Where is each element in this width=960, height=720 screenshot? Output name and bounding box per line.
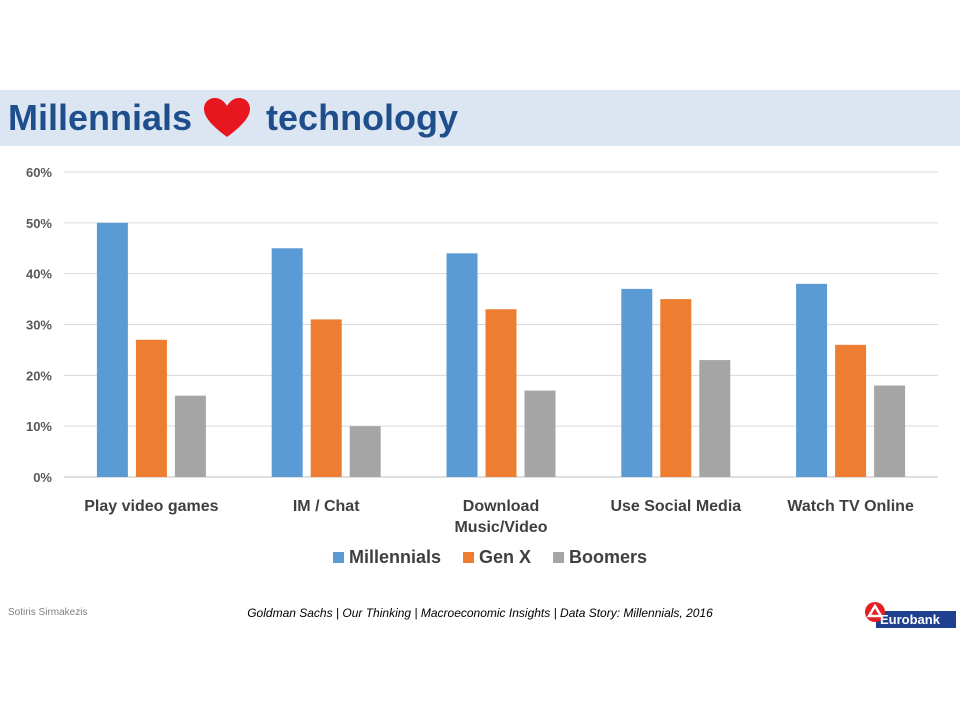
x-tick-label: Play video games — [84, 498, 218, 515]
y-tick-label: 30% — [26, 318, 52, 333]
eurobank-logo: Eurobank — [864, 601, 956, 629]
legend-label: Gen X — [479, 547, 531, 567]
bar — [271, 248, 303, 477]
x-tick-label: Watch TV Online — [787, 498, 914, 515]
title-text-before: Millennials — [8, 97, 193, 138]
legend-label: Boomers — [569, 547, 647, 567]
author-name: Sotiris Sirmakezis — [8, 607, 88, 618]
logo-text: Eurobank — [880, 612, 940, 627]
bar — [524, 390, 556, 477]
x-tick-label: IM / Chat — [293, 498, 360, 515]
bar — [835, 344, 867, 477]
legend-swatch — [553, 552, 565, 563]
x-tick-label: Download — [463, 498, 539, 515]
bar — [699, 360, 731, 477]
x-tick-label: Use Social Media — [610, 498, 741, 515]
bar — [96, 222, 128, 477]
bar — [796, 283, 828, 477]
bar — [446, 253, 478, 477]
bar — [874, 385, 906, 477]
title-text-after: technology — [266, 97, 459, 138]
y-tick-label: 20% — [26, 368, 52, 383]
y-tick-label: 10% — [26, 419, 52, 434]
title-band: Millennials technology — [0, 90, 960, 146]
y-tick-label: 50% — [26, 216, 52, 231]
bar — [660, 299, 692, 477]
legend-swatch — [333, 552, 344, 563]
source-citation: Goldman Sachs | Our Thinking | Macroecon… — [247, 606, 713, 620]
bar — [485, 309, 517, 477]
slide-title: Millennials technology — [8, 90, 458, 146]
y-tick-label: 40% — [26, 267, 52, 282]
heart-icon — [204, 98, 251, 137]
bar — [135, 339, 167, 477]
x-tick-label: Music/Video — [454, 519, 547, 536]
y-tick-label: 0% — [33, 470, 52, 485]
bar — [174, 395, 206, 477]
logo-band — [876, 611, 956, 628]
bar-chart: 0% 10% 20% 30% 40% 50% 60% Play video games IM /… — [26, 165, 938, 567]
bar — [349, 426, 381, 477]
bar — [310, 319, 342, 477]
y-tick-label: 60% — [26, 165, 52, 180]
logo-mark-icon — [865, 602, 885, 622]
legend-swatch — [463, 552, 475, 563]
legend-label: Millennials — [349, 547, 441, 567]
bar — [621, 288, 653, 477]
